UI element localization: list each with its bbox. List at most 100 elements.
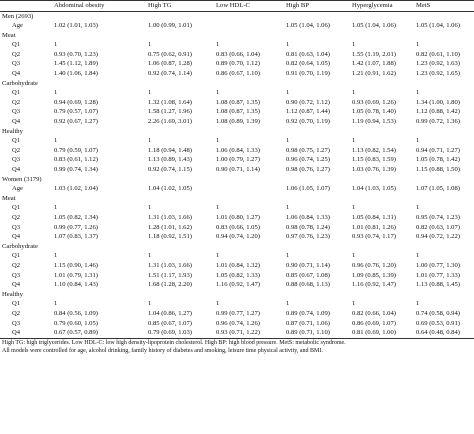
table-cell <box>214 194 284 204</box>
table-cell: 0.98 (0.78, 1.24) <box>286 223 330 231</box>
table-cell: 0.94 (0.72, 1.22) <box>416 233 460 241</box>
table-row: Q1 1 1 1 1 1 1 <box>0 300 474 310</box>
table-cell <box>284 12 350 22</box>
table-cell: 1.40 (1.06, 1.84) <box>54 70 98 78</box>
table-cell: 1.23 (0.92, 1.63) <box>416 60 460 68</box>
row-label: Q1 <box>12 300 21 308</box>
row-label: Q4 <box>0 328 52 340</box>
table-cell <box>214 31 284 41</box>
table-cell: 0.93 (0.71, 1.22) <box>214 328 284 340</box>
table-cell <box>414 127 474 137</box>
table-cell: 1.01 (0.84, 1.32) <box>216 261 260 269</box>
table-cell <box>146 194 214 204</box>
row-label: Men (2693) <box>2 12 34 20</box>
table-cell <box>284 127 350 137</box>
row-label: Q1 <box>12 204 21 212</box>
table-cell: 0.79 (0.69, 1.03) <box>146 328 214 340</box>
table-cell: 0.92 (0.74, 1.14) <box>148 70 192 78</box>
table-row: Q2 1.05 (0.82, 1.34) 1.31 (1.03, 1.66) 1.01… <box>0 213 474 223</box>
table-body: Men (2693) Age 1.02 (1.01, 1.03) 1.00 (0.99… <box>0 12 474 340</box>
table-cell: 0.96 (0.74, 1.25) <box>286 156 330 164</box>
table-cell: 1 <box>286 137 290 145</box>
table-cell: 0.83 (0.66, 1.04) <box>216 50 260 58</box>
table-cell: 1 <box>148 252 152 260</box>
row-label: Q2 <box>12 309 21 317</box>
table-cell: 1.00 (0.77, 1.30) <box>416 261 460 269</box>
row-label: Q2 <box>12 261 21 269</box>
row-label: Healthy <box>2 127 23 135</box>
table-cell: 1.00 (0.99, 1.01) <box>148 22 192 30</box>
table-row: Q1 1 1 1 1 1 1 <box>0 204 474 214</box>
table-cell: 2.26 (1.69, 3.01) <box>148 118 192 126</box>
row-label: Carbohydrate <box>2 242 38 250</box>
header-cell-hyperglycemia: Hyperglycemia <box>350 0 414 12</box>
odds-ratio-table: Abdominal obesity High TG Low HDL-C High… <box>0 0 474 340</box>
row-label: Q3 <box>12 271 21 279</box>
row-label: Age <box>12 22 23 30</box>
table-cell: 1.32 (1.08, 1.64) <box>148 98 192 106</box>
table-cell: 0.92 (0.74, 1.15) <box>148 166 192 173</box>
table-cell: 0.81 (0.63, 1.04) <box>286 50 330 58</box>
table-cell: 1.05 (0.82, 1.34) <box>54 213 98 221</box>
table-cell: 1 <box>286 204 290 212</box>
table-cell: 0.91 (0.70, 1.19) <box>286 70 330 78</box>
table-cell <box>52 12 146 22</box>
table-cell: 0.89 (0.70, 1.12) <box>216 60 260 68</box>
table-group-row: Carbohydrate <box>0 242 474 252</box>
table-cell: 0.86 (0.69, 1.07) <box>352 319 396 327</box>
table-cell: 1.55 (1.19, 2.01) <box>352 50 396 58</box>
table-cell: 1.12 (0.88, 1.42) <box>416 108 460 116</box>
table-row: Q3 1.45 (1.12, 1.89) 1.06 (0.87, 1.28) 0.89… <box>0 60 474 70</box>
row-label: Q4 <box>12 70 21 78</box>
table-cell: 0.82 (0.61, 1.10) <box>416 50 460 58</box>
table-cell: 1 <box>352 300 356 308</box>
table-cell: 1.09 (0.85, 1.39) <box>352 271 396 279</box>
table-cell <box>284 175 350 185</box>
table-row: Q1 1 1 1 1 1 1 <box>0 137 474 147</box>
table-cell <box>414 242 474 252</box>
table-cell <box>52 242 146 252</box>
table-group-row: Meat <box>0 31 474 41</box>
table-cell: 0.82 (0.64, 1.05) <box>286 60 330 68</box>
table-cell <box>214 242 284 252</box>
table-cell <box>146 31 214 41</box>
table-group-row: Healthy <box>0 290 474 300</box>
table-row: Q2 0.93 (0.70, 1.23) 0.75 (0.62, 0.91) 0.83… <box>0 50 474 60</box>
table-cell: 1.58 (1.27, 1.96) <box>148 108 192 116</box>
table-cell: 1.34 (1.00, 1.80) <box>416 98 460 106</box>
table-cell: 0.90 (0.71, 1.14) <box>286 261 330 269</box>
table-header-row: Abdominal obesity High TG Low HDL-C High… <box>0 0 474 12</box>
table-cell: 0.85 (0.67, 1.07) <box>148 319 192 327</box>
table-cell <box>350 127 414 137</box>
table-cell: 1.13 (0.89, 1.43) <box>148 156 192 164</box>
table-cell: 0.92 (0.70, 1.19) <box>286 118 330 126</box>
table-row: Q1 1 1 1 1 1 1 <box>0 89 474 99</box>
table-cell: 1.06 (1.05, 1.07) <box>286 185 330 193</box>
table-cell: 1.05 (0.78, 1.40) <box>352 108 396 116</box>
table-cell: 0.98 (0.75, 1.27) <box>286 146 330 154</box>
table-group-row: Men (2693) <box>0 12 474 22</box>
table-cell: 1.05 (0.78, 1.42) <box>416 156 460 164</box>
table-cell: 1.08 (0.87, 1.35) <box>216 98 260 106</box>
header-cell-abdominal-obesity: Abdominal obesity <box>52 0 146 12</box>
table-cell <box>284 194 350 204</box>
table-cell: 0.86 (0.67, 1.10) <box>216 70 260 78</box>
table-cell: 1.06 (0.87, 1.28) <box>148 60 192 68</box>
table-row: Q4 0.99 (0.74, 1.34) 0.92 (0.74, 1.15) 0.90… <box>0 166 474 176</box>
table-row: Q4 0.67 (0.57, 0.89) 0.79 (0.69, 1.03) 0.93… <box>0 328 474 340</box>
table-cell: 1.04 (1.03, 1.05) <box>352 185 396 193</box>
table-cell <box>214 12 284 22</box>
table-cell <box>52 175 146 185</box>
table-cell: 0.67 (0.57, 0.89) <box>52 328 146 340</box>
table-cell: 1 <box>148 204 152 212</box>
row-label: Q4 <box>12 233 21 241</box>
table-cell: 1 <box>352 252 356 260</box>
table-cell: 0.99 (0.74, 1.34) <box>54 166 98 173</box>
table-cell: 1.21 (0.91, 1.62) <box>352 70 396 78</box>
row-label: Q3 <box>12 223 21 231</box>
table-row: Q4 1.40 (1.06, 1.84) 0.92 (0.74, 1.14) 0.86… <box>0 70 474 80</box>
table-cell: 1 <box>148 89 152 97</box>
table-cell: 0.74 (0.58, 0.94) <box>416 309 460 317</box>
table-cell: 1 <box>352 89 356 97</box>
